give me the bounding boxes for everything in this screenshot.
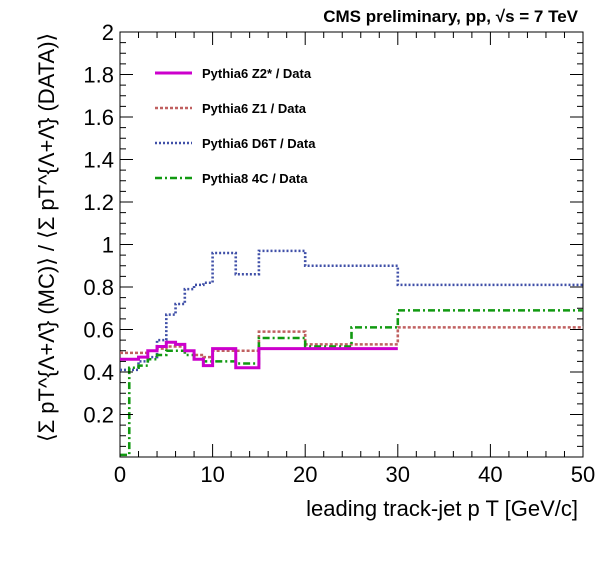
legend-label-4: Pythia8 4C / Data [202, 171, 308, 186]
series-layer [120, 249, 583, 457]
y-tick-label: 1.6 [83, 105, 114, 130]
y-tick-label: 1.8 [83, 63, 114, 88]
x-axis: 0 10 20 30 40 50 [114, 32, 595, 487]
y-tick-label: 1 [102, 233, 114, 258]
series-line-1 [120, 340, 398, 370]
plot-area: 0 10 20 30 40 50 0.2 0.4 0.6 0.8 1 1.2 1.4 1.6 1.8 2 [83, 20, 595, 487]
y-tick-label: 0.4 [83, 360, 114, 385]
legend-label-2: Pythia6 Z1 / Data [202, 101, 307, 116]
y-tick-label: 0.6 [83, 318, 114, 343]
y-tick-label: 0.2 [83, 403, 114, 428]
y-tick-label: 0.8 [83, 275, 114, 300]
y-axis: 0.2 0.4 0.6 0.8 1 1.2 1.4 1.6 1.8 2 [83, 20, 583, 458]
legend-label-3: Pythia6 D6T / Data [202, 136, 316, 151]
chart-title: CMS preliminary, pp, √s = 7 TeV [323, 7, 578, 26]
x-tick-label: 40 [478, 462, 502, 487]
legend-label-1: Pythia6 Z2* / Data [202, 66, 312, 81]
y-axis-label: ⟨Σ pT^{Λ+Λ̄} (MC)⟩ / ⟨Σ pT^{Λ+Λ̄} (DATA)… [34, 33, 59, 442]
legend: Pythia6 Z2* / Data Pythia6 Z1 / Data Pythi… [155, 66, 316, 186]
x-tick-label: 20 [293, 462, 317, 487]
x-tick-label: 10 [200, 462, 224, 487]
y-tick-label: 1.4 [83, 148, 114, 173]
y-tick-label: 1.2 [83, 190, 114, 215]
y-tick-label: 2 [102, 20, 114, 45]
x-axis-label: leading track-jet p T [GeV/c] [306, 496, 578, 521]
x-tick-label: 0 [114, 462, 126, 487]
x-tick-label: 30 [386, 462, 410, 487]
x-tick-label: 50 [571, 462, 595, 487]
